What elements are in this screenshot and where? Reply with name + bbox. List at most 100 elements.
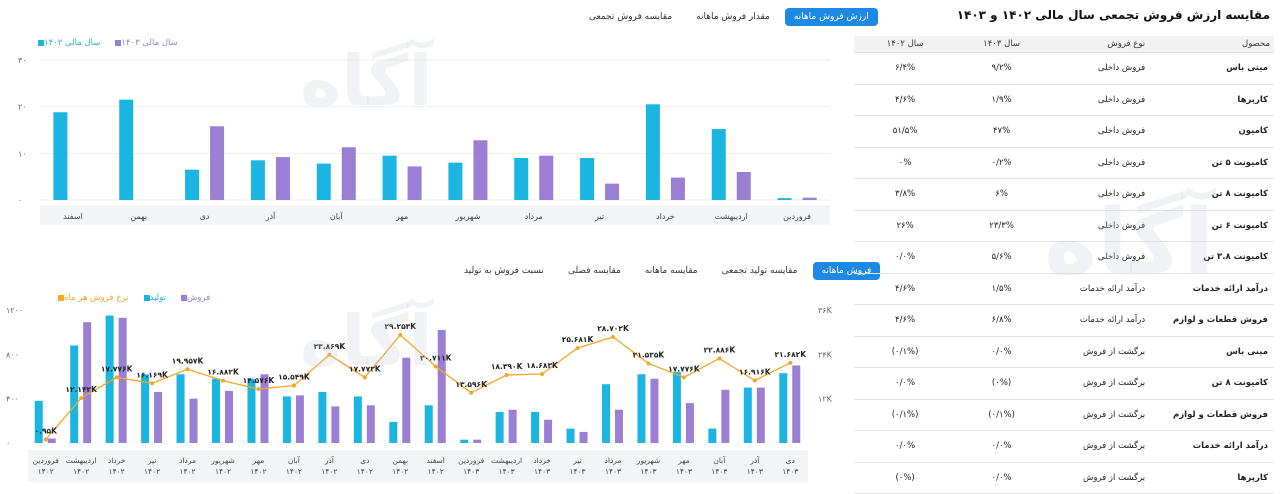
col-sale-type[interactable]: نوع فروش	[1046, 36, 1150, 53]
table-row[interactable]: مینی باس برگشت از فروش ۰/۰% (۰/۱%)	[854, 336, 1274, 368]
table-row[interactable]: کامیونت ۶ تن فروش داخلی ۲۳/۳% ۲۶%	[854, 210, 1274, 242]
tab-monthly-quantity[interactable]: مقدار فروش ماهانه	[696, 12, 770, 22]
table-row[interactable]: کارپرها فروش داخلی ۱/۹% ۴/۶%	[854, 84, 1274, 116]
legend-item-1403[interactable]: سال مالی ۱۴۰۳	[112, 38, 178, 48]
table-row[interactable]: فروش قطعات و لوازم درآمد ارائه خدمات ۶/۸% ۴…	[854, 304, 1274, 337]
cell-1403: ۰/۰%	[956, 462, 1047, 494]
bar-sales	[83, 322, 92, 443]
table-row[interactable]: فروش قطعات و لوازم برگشت از فروش (۰/۱%) (۰/…	[854, 399, 1274, 431]
tab-sales-production-ratio[interactable]: نسبت فروش به تولید	[464, 266, 544, 276]
legend-item-1402[interactable]: سال مالی ۱۴۰۲	[35, 38, 100, 48]
rate-point	[540, 371, 545, 376]
tab-monthly-compare[interactable]: مقایسه ماهانه	[644, 266, 698, 276]
col-product[interactable]: محصول	[1149, 36, 1274, 53]
col-1403[interactable]: سال ۱۴۰۳	[956, 36, 1047, 53]
x-tick-label: ۱۴۰۳	[782, 467, 798, 476]
bottom-combo-chart: ۰ ۴۰۰ ۸۰۰ ۱۲۰۰ ۱۲K ۲۴K ۳۶K فروردین ۱۴۰۲ اردیبهشت ۱…	[6, 306, 833, 482]
cell-sale-type: برگشت از فروش	[1046, 462, 1150, 494]
table-row[interactable]: کامیونت ۵ تن فروش داخلی ۰/۲% ۰%	[854, 147, 1274, 179]
rate-label: ۱۹.۹۵۷K	[172, 356, 205, 365]
x-tick-label: ۱۴۰۲	[144, 467, 160, 476]
bar-production	[247, 378, 256, 443]
x-tick-label: مرداد	[525, 212, 543, 221]
bar-sales	[437, 329, 446, 443]
top-chart-panel: ۰ ۱۰ ۲۰ ۳۰ فروردین اردیبهشت خرداد تیر مرداد شهریو…	[10, 55, 840, 227]
cell-1403: ۰/۲%	[956, 147, 1047, 179]
table-row[interactable]: مینی باس فروش داخلی ۹/۲% ۶/۴%	[854, 52, 1274, 85]
bar-production	[743, 387, 752, 443]
rate-label: ۲۰.۷۱۱K	[420, 353, 453, 362]
bar-production	[602, 384, 610, 443]
rate-point	[504, 373, 509, 378]
bar-production	[389, 421, 398, 443]
x-tick-label: آذر	[324, 455, 335, 465]
rate-label: ۱۷.۷۷۳K	[349, 364, 382, 373]
bar-1403	[539, 155, 554, 200]
cell-sale-type: فروش داخلی	[1046, 210, 1150, 242]
bar-1402	[250, 160, 265, 200]
cell-sale-type: فروش داخلی	[1046, 52, 1150, 85]
cell-product: کامیونت ۸ تن	[1149, 367, 1274, 400]
cell-1402: (۰%)	[854, 462, 957, 494]
cell-1403: ۵/۶%	[956, 241, 1047, 274]
x-tick-label: ۱۴۰۲	[73, 467, 89, 476]
cell-1403: ۲۳/۳%	[956, 210, 1047, 242]
cell-1403: ۰/۰%	[956, 336, 1047, 368]
rate-point	[611, 334, 615, 339]
table-row[interactable]: کامیون فروش داخلی ۴۷% ۵۱/۵%	[854, 115, 1274, 148]
x-tick-label: تیر	[147, 456, 157, 465]
table-row[interactable]: کامیونت ۳.۸ تن فروش داخلی ۵/۶% ۰/۰%	[854, 241, 1274, 274]
cell-1402: ۴/۶%	[854, 273, 957, 305]
col-1402[interactable]: سال ۱۴۰۲	[854, 36, 957, 53]
bar-1402	[711, 129, 726, 200]
bar-production	[531, 411, 540, 443]
rate-line	[45, 333, 791, 440]
x-tick-label: ۱۴۰۳	[747, 467, 763, 476]
bar-sales	[260, 374, 269, 443]
x-tick-label: آذر	[265, 211, 276, 221]
cell-1402: ۰%	[854, 147, 957, 179]
tab-monthly-value[interactable]: ارزش فروش ماهانه	[784, 8, 878, 26]
y-tick-label: ۸۰۰	[6, 350, 19, 359]
bar-1402	[580, 158, 595, 200]
cell-product: درآمد ارائه خدمات	[1149, 430, 1274, 463]
table-row[interactable]: درآمد ارائه خدمات برگشت از فروش ۰/۰% ۰/۰%	[854, 430, 1274, 463]
cell-product: کامیونت ۳.۸ تن	[1149, 241, 1274, 274]
bar-1402	[119, 99, 134, 200]
bar-1403	[341, 147, 356, 200]
x-tick-label: خرداد	[533, 456, 551, 465]
rate-point	[150, 381, 155, 386]
x-tick-label: فروردین	[458, 456, 485, 465]
rate-point	[575, 346, 580, 351]
bar-sales	[118, 317, 127, 443]
bar-sales	[756, 387, 765, 443]
rate-label: ۱۷.۷۷۶K	[668, 364, 701, 373]
x-tick-label: اردیبهشت	[491, 456, 522, 465]
legend-item-production[interactable]: تولید	[141, 293, 166, 303]
x-tick-label: ۱۴۰۳	[569, 467, 585, 476]
rate-label: ۱۴.۵۷۶K	[243, 376, 276, 385]
bar-production	[779, 373, 788, 443]
rate-label: ۱۶.۸۸۲K	[207, 368, 240, 377]
cell-1402: (۰/۱%)	[854, 336, 957, 368]
legend-item-rate[interactable]: نرخ فروش هر ماه	[55, 293, 129, 303]
cell-1403: ۴۷%	[956, 115, 1047, 148]
x-tick-label: مرداد	[179, 456, 196, 465]
cell-sale-type: برگشت از فروش	[1046, 430, 1150, 463]
tab-cumulative-compare[interactable]: مقایسه فروش تجمعی	[589, 12, 673, 22]
legend-item-sales[interactable]: فروش	[178, 293, 210, 303]
bar-1402	[448, 162, 463, 200]
tab-cumulative-production[interactable]: مقایسه تولید تجمعی	[721, 266, 798, 276]
x-tick-label: خرداد	[656, 212, 675, 221]
x-tick-label: آبان	[713, 455, 726, 465]
tab-seasonal-compare[interactable]: مقایسه فصلی	[567, 266, 621, 276]
table-row[interactable]: کارپرها برگشت از فروش ۰/۰% (۰%)	[854, 462, 1274, 494]
table-row[interactable]: کامیونت ۸ تن فروش داخلی ۶% ۳/۸%	[854, 178, 1274, 211]
bar-1402	[777, 198, 792, 200]
table-row[interactable]: درآمد ارائه خدمات درآمد ارائه خدمات ۱/۵% ۴/…	[854, 273, 1274, 305]
sales-compare-panel: مقایسه ارزش فروش تجمعی سال مالی ۱۴۰۲ و ۱…	[854, 0, 1280, 494]
table-row[interactable]: کامیونت ۸ تن برگشت از فروش (۰%) ۰/۰%	[854, 367, 1274, 400]
cell-product: کامیونت ۵ تن	[1149, 147, 1274, 179]
cell-1402: ۰/۰%	[854, 367, 957, 400]
export-icon[interactable]	[858, 11, 870, 23]
